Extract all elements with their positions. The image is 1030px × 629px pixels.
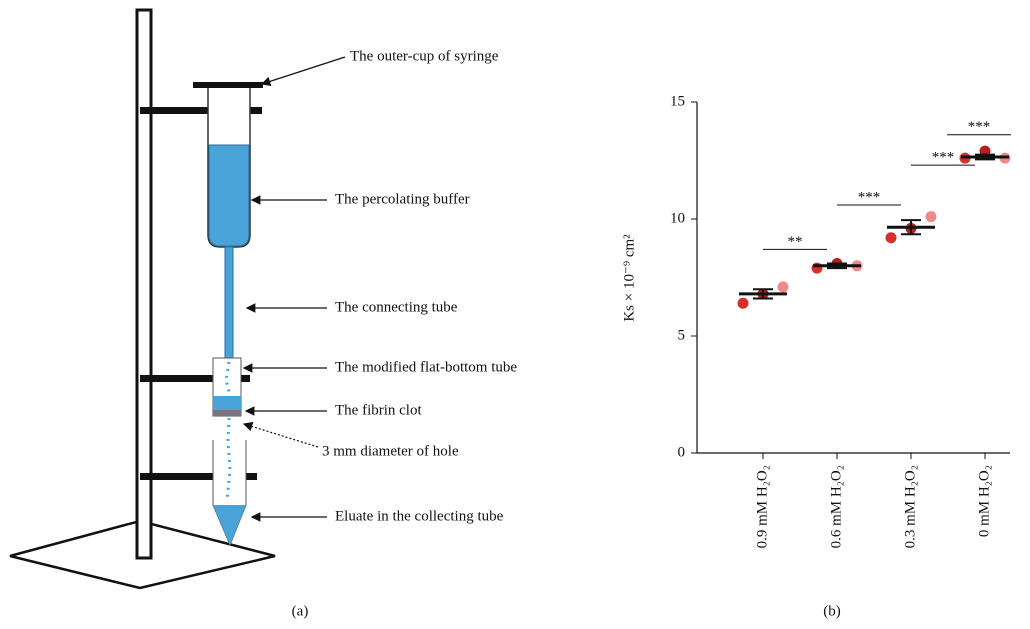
data-point [885, 232, 897, 244]
caption: (b) [823, 603, 841, 619]
x-tick-label: 0.6 mM H₂O₂ [828, 465, 844, 548]
caption: (a) [292, 603, 309, 619]
data-point [811, 262, 823, 274]
label: 3 mm diameter of hole [322, 443, 459, 459]
x-tick-label: 0 mM H₂O₂ [976, 465, 992, 537]
x-tick-label: 0.3 mM H₂O₂ [902, 465, 918, 548]
x-tick-label: 0.9 mM H₂O₂ [754, 465, 770, 548]
y-tick-label: 10 [670, 210, 685, 226]
y-tick-label: 5 [678, 327, 686, 343]
significance-label: *** [968, 119, 991, 135]
label: The percolating buffer [335, 191, 470, 207]
y-tick-label: 0 [678, 444, 686, 460]
label: Eluate in the collecting tube [335, 508, 504, 524]
label: The connecting tube [335, 299, 458, 315]
data-point [925, 211, 937, 223]
data-point [777, 281, 789, 293]
apparatus [9, 8, 346, 590]
label: The modified flat-bottom tube [335, 359, 517, 375]
significance-label: ** [788, 234, 803, 250]
label: The outer-cup of syringe [350, 48, 499, 64]
y-axis-label: Ks × 10⁻⁹ cm² [621, 234, 637, 322]
data-point [737, 297, 749, 309]
y-tick-label: 15 [670, 93, 685, 109]
label: The fibrin clot [335, 402, 422, 418]
significance-label: *** [858, 189, 881, 205]
significance-label: *** [932, 150, 955, 166]
